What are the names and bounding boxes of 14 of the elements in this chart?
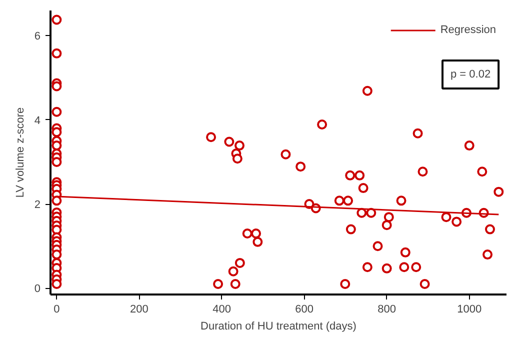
annotation: p = 0.02 [450, 68, 491, 80]
x-tick-label: 600 [295, 304, 314, 316]
y-axis-title: LV volume z-score [14, 107, 26, 198]
y-tick-label: 4 [34, 114, 41, 127]
y-tick-label: 2 [34, 199, 41, 212]
x-tick-label: 1000 [457, 304, 482, 316]
x-tick-label: 400 [212, 304, 231, 316]
y-tick-label: 0 [34, 283, 41, 296]
y-tick-label: 6 [34, 30, 41, 43]
x-tick-label: 0 [54, 304, 60, 316]
x-tick-label: 200 [130, 304, 148, 316]
x-tick-label: 800 [378, 304, 396, 316]
x-axis-title: Duration of HU treatment (days) [200, 320, 356, 332]
legend-label: Regression [440, 24, 496, 36]
